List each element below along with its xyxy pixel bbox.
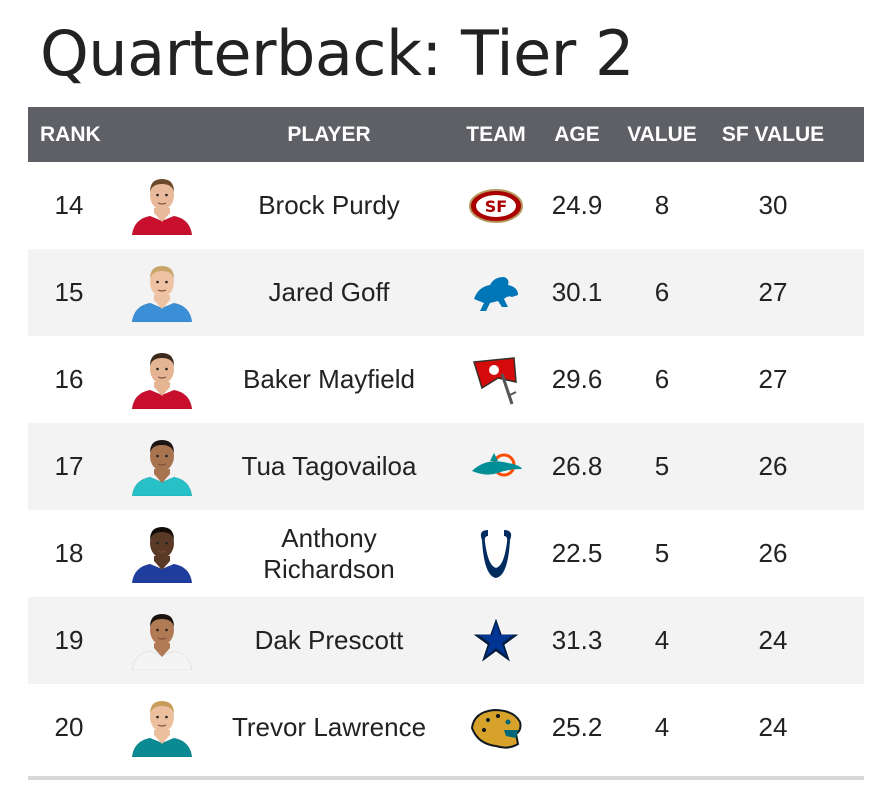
rank-cell: 17 <box>54 451 84 481</box>
dolphins-logo-icon <box>444 439 548 495</box>
table-row[interactable]: 18 Anthony Richardson 22.5 5 26 <box>28 510 864 597</box>
player-headshot <box>110 597 214 684</box>
column-header-team[interactable]: TEAM <box>466 122 526 146</box>
sf-value-cell: 30 <box>758 190 788 220</box>
value-cell: 6 <box>654 364 670 394</box>
table-bottom-divider <box>28 776 864 780</box>
rank-cell: 16 <box>54 364 84 394</box>
colts-logo-icon <box>444 526 548 582</box>
rank-cell: 14 <box>54 190 84 220</box>
cowboys-logo-icon <box>444 613 548 669</box>
table-row[interactable]: 14 Brock Purdy SF 24.9 8 30 <box>28 162 864 249</box>
sf-value-cell: 27 <box>758 277 788 307</box>
age-cell: 30.1 <box>551 277 603 307</box>
value-cell: 6 <box>654 277 670 307</box>
age-cell: 26.8 <box>551 451 603 481</box>
column-header-age[interactable]: AGE <box>554 122 600 146</box>
player-name-cell[interactable]: Trevor Lawrence <box>231 712 427 742</box>
table-header: RANK PLAYER TEAM AGE VALUE SF VALUE <box>28 107 864 162</box>
column-header-value[interactable]: VALUE <box>627 122 697 146</box>
column-header-player[interactable]: PLAYER <box>287 122 371 146</box>
page-title: Quarterback: Tier 2 <box>40 17 634 90</box>
value-cell: 4 <box>654 712 670 742</box>
rank-cell: 15 <box>54 277 84 307</box>
table-row[interactable]: 17 Tua Tagovailoa 26.8 5 26 <box>28 423 864 510</box>
column-header-sf-value[interactable]: SF VALUE <box>721 122 825 146</box>
age-cell: 25.2 <box>551 712 603 742</box>
value-cell: 5 <box>654 538 670 568</box>
value-cell: 8 <box>654 190 670 220</box>
49ers-logo-icon: SF <box>444 178 548 234</box>
jaguars-logo-icon <box>444 700 548 756</box>
table-row[interactable]: 20 Trevor Lawrence 25.2 4 24 <box>28 684 864 771</box>
value-cell: 5 <box>654 451 670 481</box>
player-headshot <box>110 510 214 597</box>
player-headshot <box>110 423 214 510</box>
rank-cell: 19 <box>54 625 84 655</box>
column-header-rank[interactable]: RANK <box>40 122 101 146</box>
player-name-cell[interactable]: Anthony Richardson <box>263 522 395 584</box>
sf-value-cell: 24 <box>758 712 788 742</box>
age-cell: 24.9 <box>551 190 603 220</box>
table-row[interactable]: 15 Jared Goff 30.1 6 27 <box>28 249 864 336</box>
player-headshot <box>110 249 214 336</box>
sf-value-cell: 26 <box>758 451 788 481</box>
table-row[interactable]: 19 Dak Prescott 31.3 4 24 <box>28 597 864 684</box>
player-headshot <box>110 162 214 249</box>
age-cell: 22.5 <box>551 538 603 568</box>
rank-cell: 18 <box>54 538 84 568</box>
table-row[interactable]: 16 Baker Mayfield 29.6 6 27 <box>28 336 864 423</box>
sf-value-cell: 27 <box>758 364 788 394</box>
buccaneers-logo-icon <box>444 352 548 408</box>
lions-logo-icon <box>444 265 548 321</box>
player-name-cell[interactable]: Jared Goff <box>268 277 390 307</box>
player-headshot <box>110 336 214 423</box>
player-headshot <box>110 684 214 771</box>
svg-text:SF: SF <box>485 197 507 216</box>
table-body: 14 Brock Purdy SF 24.9 8 30 15 Jared Gof… <box>28 162 864 771</box>
player-name-cell[interactable]: Dak Prescott <box>254 625 404 655</box>
rank-cell: 20 <box>54 712 84 742</box>
quarterback-tier-table: RANK PLAYER TEAM AGE VALUE SF VALUE 14 B… <box>28 107 864 771</box>
sf-value-cell: 26 <box>758 538 788 568</box>
player-name-cell[interactable]: Tua Tagovailoa <box>241 451 417 481</box>
value-cell: 4 <box>654 625 670 655</box>
player-name-cell[interactable]: Brock Purdy <box>258 190 400 220</box>
age-cell: 29.6 <box>551 364 603 394</box>
sf-value-cell: 24 <box>758 625 788 655</box>
player-name-cell[interactable]: Baker Mayfield <box>243 364 415 394</box>
age-cell: 31.3 <box>551 625 603 655</box>
